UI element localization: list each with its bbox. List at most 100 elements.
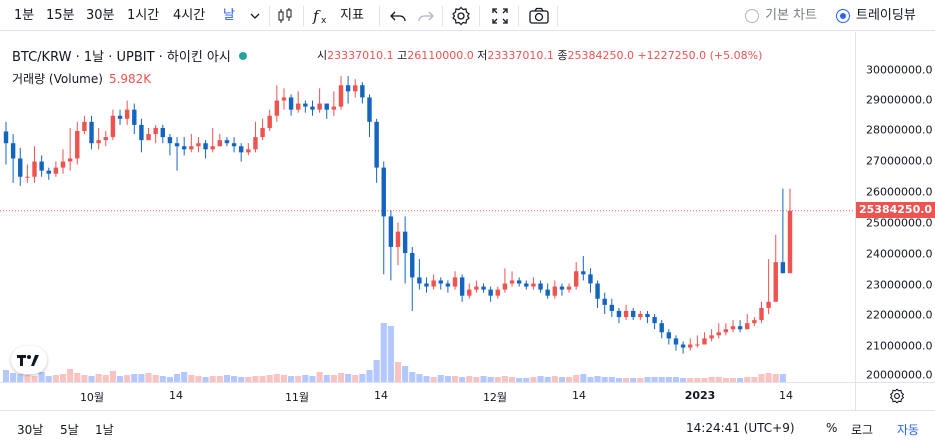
volume-bar [2, 370, 10, 382]
volume-bar [601, 377, 608, 382]
volume-label[interactable]: 거래량 (Volume) [12, 72, 103, 86]
candle-body [623, 310, 629, 318]
candle-body [196, 143, 201, 147]
candle-body [167, 137, 173, 144]
candle-body [723, 329, 729, 333]
interval-1m[interactable]: 1분 [14, 8, 35, 23]
volume-bar [202, 377, 209, 382]
candle-body [217, 140, 223, 147]
tradingview-label[interactable]: 트레이딩뷰 [856, 8, 916, 23]
volume-bar [416, 374, 423, 382]
settings-gear-icon[interactable] [449, 4, 473, 28]
basic-chart-label[interactable]: 기본 차트 [765, 8, 817, 23]
price-tick: 26000000.0 [866, 185, 933, 199]
volume-bar [630, 378, 637, 382]
price-tick: 21000000.0 [866, 339, 933, 353]
candle-body [253, 137, 258, 150]
volume-bar [173, 374, 181, 382]
log-toggle[interactable]: 로그 [851, 423, 874, 437]
range-5d[interactable]: 5날 [60, 423, 79, 437]
volume-bar [694, 378, 701, 382]
range-30d[interactable]: 30날 [17, 423, 44, 437]
volume-bar [109, 371, 116, 382]
candle-body [780, 262, 786, 274]
close-prefix: 종 [557, 49, 568, 62]
volume-bar [238, 377, 245, 382]
volume-legend: 거래량 (Volume) 5.982K [12, 70, 151, 87]
candle-body [75, 131, 80, 159]
tradingview-radio[interactable] [836, 9, 850, 23]
tradingview-logo-icon[interactable] [11, 346, 47, 374]
volume-bar [573, 375, 580, 382]
volume-bar [409, 372, 416, 382]
redo-icon[interactable] [414, 4, 438, 28]
volume-bar [672, 377, 680, 382]
interval-4h[interactable]: 4시간 [173, 8, 206, 23]
candle-body [388, 216, 394, 247]
volume-bar [558, 377, 565, 382]
candle-body [673, 338, 679, 345]
interval-1d[interactable]: 날 [223, 8, 235, 23]
range-1d[interactable]: 1날 [95, 423, 114, 437]
volume-bar [751, 377, 758, 382]
volume-bar [480, 376, 487, 382]
auto-toggle[interactable]: 자동 [897, 423, 920, 437]
volume-bar [10, 373, 17, 382]
volume-bar [31, 376, 38, 382]
volume-bar [437, 375, 444, 382]
volume-bar [615, 378, 623, 382]
candle-body [281, 97, 287, 101]
price-tick: 27000000.0 [866, 154, 933, 168]
percent-toggle[interactable]: % [826, 421, 838, 435]
indicators-button[interactable]: 지표 [340, 8, 364, 23]
chevron-down-icon[interactable] [243, 4, 267, 28]
candles-icon[interactable] [273, 4, 297, 28]
high-value: 26110000.0 [407, 49, 474, 62]
fullscreen-icon[interactable] [488, 4, 512, 28]
time-tick: 11월 [284, 391, 310, 404]
volume-bar [651, 377, 658, 382]
volume-bar [459, 377, 466, 382]
candle-body [338, 85, 344, 107]
volume-bar [744, 377, 751, 382]
candle-body [160, 127, 166, 138]
candle-body [246, 149, 251, 153]
clock-timezone[interactable]: 14:24:41 (UTC+9) [686, 421, 795, 435]
undo-icon[interactable] [386, 4, 410, 28]
volume-bar [181, 372, 188, 382]
interval-15m[interactable]: 15분 [46, 8, 75, 23]
basic-chart-radio[interactable] [745, 9, 759, 23]
price-axis[interactable]: 30000000.0 29000000.0 28000000.0 2700000… [855, 32, 935, 382]
price-chart[interactable] [0, 32, 855, 382]
candle-body [695, 344, 700, 346]
volume-bar [772, 374, 779, 382]
candle-body [566, 286, 572, 290]
volume-bar [658, 377, 665, 382]
candle-body [324, 103, 329, 110]
candle-body [766, 301, 771, 308]
volume-bar [523, 378, 530, 382]
volume-bar [623, 378, 630, 382]
volume-bar [17, 374, 24, 382]
axis-settings-gear-icon[interactable] [889, 388, 905, 408]
candle-body [509, 280, 515, 284]
volume-bar [394, 362, 402, 382]
volume-bar [159, 376, 166, 382]
candle-body [616, 310, 622, 318]
time-axis[interactable]: 10월 14 11월 14 12월 14 2023 14 [0, 382, 855, 410]
camera-icon[interactable] [527, 4, 551, 28]
candle-body [110, 115, 116, 138]
candle-body [124, 109, 130, 119]
volume-bar [387, 326, 394, 382]
symbol-title[interactable]: BTC/KRW · 1날 · UPBIT · 하이킨 아시 [12, 50, 231, 65]
interval-30m[interactable]: 30분 [86, 8, 115, 23]
volume-bar [302, 375, 309, 382]
interval-1h[interactable]: 1시간 [127, 8, 160, 23]
price-tick: 25000000.0 [866, 216, 933, 230]
candle-body [645, 314, 650, 318]
volume-bar [587, 377, 594, 382]
candle-body [53, 167, 59, 174]
volume-bar [152, 375, 159, 382]
